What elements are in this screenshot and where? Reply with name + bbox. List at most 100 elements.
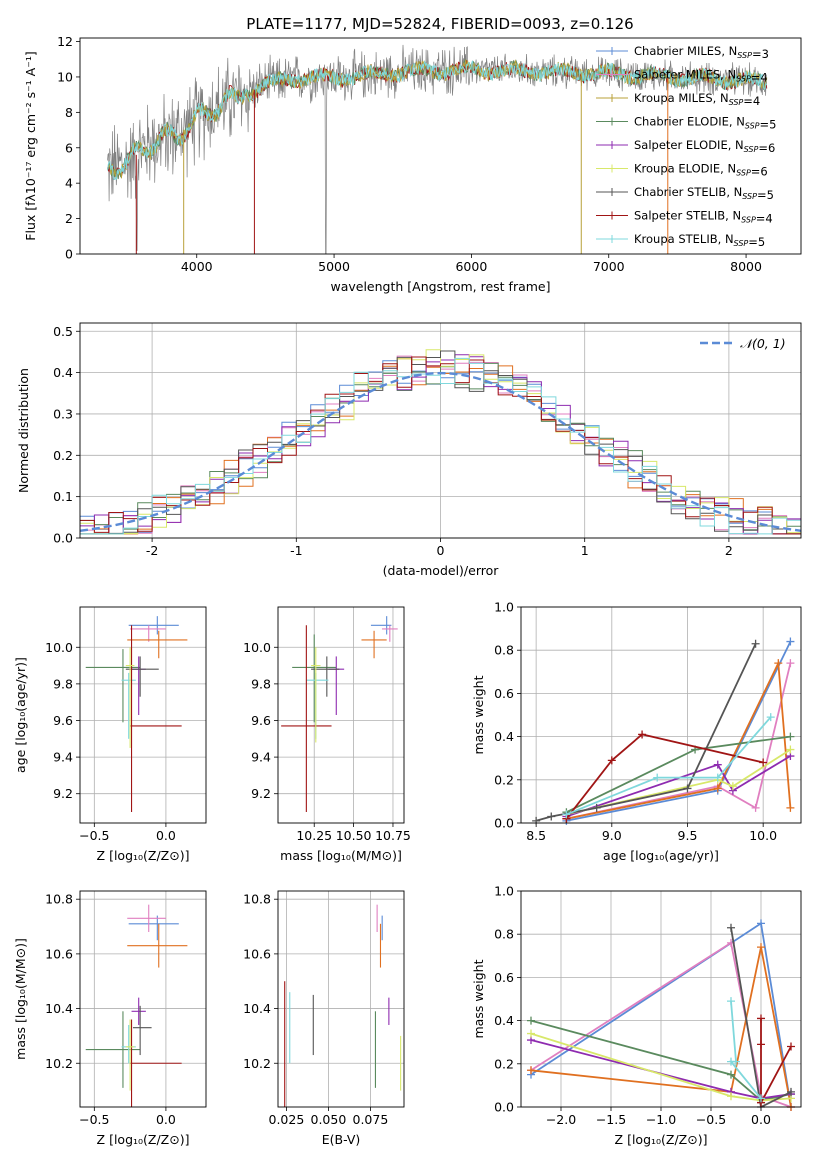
mass_vs_Z-frame	[79, 890, 207, 1108]
errorbar-point	[125, 647, 135, 748]
x-tick-label: 10.25	[296, 828, 332, 843]
legend-label: Salpeter MILES, NSSP=4	[634, 68, 768, 85]
series-line	[566, 748, 791, 816]
x-axis-label: mass [log₁₀(M/M⊙)]	[280, 848, 402, 863]
series-marker	[786, 803, 795, 812]
errorbar-point	[130, 625, 166, 642]
series-marker	[757, 943, 765, 952]
y-tick-label: 0.0	[53, 531, 73, 546]
errorbar-point	[311, 647, 321, 743]
series-line	[565, 733, 764, 820]
x-tick-label: 10.50	[336, 828, 372, 843]
x-tick-label: −2.0	[546, 1112, 576, 1127]
x-tick-label: −0.5	[79, 1112, 109, 1127]
y-axis-label: mass [log₁₀(M/M⊙)]	[13, 938, 28, 1060]
series-marker	[547, 812, 556, 821]
spectrum-frame	[79, 37, 802, 255]
errorbar-point	[128, 616, 179, 635]
series-marker	[786, 637, 795, 646]
legend-label: Salpeter ELODIE, NSSP=6	[634, 138, 775, 155]
y-tick-label: 0.4	[494, 729, 514, 744]
y-axis-label: Flux [fλ10⁻¹⁷ erg cm⁻² s⁻¹ A⁻¹]	[23, 51, 38, 240]
y-tick-label: 9.6	[53, 713, 73, 728]
spectrum-legend: Chabrier MILES, NSSP=3 Salpeter MILES, NS…	[596, 44, 776, 249]
series-marker	[787, 1087, 795, 1096]
errorbar-point	[292, 634, 337, 723]
y-tick-label: 10.6	[45, 946, 73, 961]
y-tick-label: 9.8	[251, 676, 271, 691]
x-tick-label: -1	[290, 543, 302, 558]
series-marker	[607, 756, 616, 765]
y-tick-label: 10.8	[45, 892, 73, 907]
y-tick-label: 0.2	[494, 772, 514, 787]
y-tick-label: 10.2	[45, 1056, 73, 1071]
errorbar-point	[127, 923, 188, 968]
series-marker	[727, 1057, 735, 1066]
legend-label: Chabrier ELODIE, NSSP=5	[634, 115, 776, 132]
x-tick-label: 5000	[318, 259, 350, 274]
y-tick-label: 9.2	[251, 786, 271, 801]
errorbar-point	[132, 1005, 152, 1056]
y-tick-label: 10.8	[243, 892, 271, 907]
x-axis-label: E(B-V)	[322, 1132, 361, 1147]
age_vs_mass-axes: 10.25 10.50 10.75 9.2 9.4 9.6 9.8 10.0	[243, 607, 411, 843]
series-marker	[527, 1029, 535, 1038]
y-tick-label: 0.0	[494, 1100, 514, 1115]
errorbar-point	[130, 1019, 182, 1107]
x-tick-label: 4000	[181, 259, 213, 274]
series-marker	[713, 773, 722, 782]
series-line	[530, 1019, 792, 1102]
spectrum-model-line	[107, 59, 768, 180]
mass_vs_EBV-frame	[277, 890, 405, 1108]
x-tick-label: -2	[146, 543, 158, 558]
residuals-frame	[79, 322, 802, 539]
x-tick-label: 0.0	[156, 828, 176, 843]
errorbar-point	[121, 672, 136, 739]
y-tick-label: 0.2	[53, 448, 73, 463]
y-tick-label: 0.4	[494, 1013, 514, 1028]
x-tick-label: 10.75	[375, 828, 411, 843]
errorbar-point	[131, 997, 146, 1025]
x-axis-label: Z [log₁₀(Z/Z⊙)]	[615, 1132, 708, 1147]
series-marker	[727, 1070, 735, 1079]
y-tick-label: 12	[57, 34, 73, 49]
x-axis-label: age [log₁₀(age/yr)]	[603, 848, 719, 863]
x-axis-label: Z [log₁₀(Z/Z⊙)]	[97, 1132, 190, 1147]
figure-title: PLATE=1177, MJD=52824, FIBERID=0093, z=0…	[246, 15, 633, 33]
series-marker	[766, 713, 775, 722]
y-tick-label: 10.4	[243, 1001, 271, 1016]
errorbar-point	[281, 625, 332, 813]
series-marker	[786, 659, 795, 668]
series-marker	[728, 782, 737, 791]
errorbar-point	[125, 656, 159, 697]
x-tick-label: 0.075	[353, 1112, 389, 1127]
age_vs_Z-frame	[79, 606, 207, 824]
series-marker	[757, 919, 765, 928]
errorbar-point	[306, 672, 329, 739]
errorbar-point	[127, 904, 166, 933]
x-axis-label: Z [log₁₀(Z/Z⊙)]	[97, 848, 190, 863]
errorbar-point	[128, 915, 179, 941]
y-tick-label: 4	[65, 176, 73, 191]
y-tick-label: 0.1	[53, 489, 73, 504]
errorbar-point	[370, 616, 392, 635]
series-marker	[787, 1042, 795, 1051]
y-tick-label: 0.4	[53, 365, 73, 380]
errorbar-point	[130, 625, 182, 813]
legend-label: Kroupa STELIB, NSSP=5	[634, 232, 765, 249]
y-axis-label: mass weight	[471, 675, 486, 754]
age_vs_Z-axes: −0.5 0.0 9.2 9.4 9.6 9.8 10.0	[45, 607, 206, 843]
x-tick-label: 0.0	[751, 1112, 771, 1127]
y-axis-label: Normed distribution	[16, 368, 31, 493]
x-tick-label: −1.0	[646, 1112, 676, 1127]
y-tick-label: 9.8	[53, 676, 73, 691]
series-marker	[527, 1066, 535, 1075]
histogram-step-line	[80, 356, 801, 535]
legend-label: Chabrier STELIB, NSSP=5	[634, 185, 774, 202]
normal-reference-curve	[79, 371, 802, 532]
y-tick-label: 10.6	[243, 946, 271, 961]
y-tick-label: 9.4	[53, 750, 73, 765]
mass_vs_EBV-axes: 0.025 0.050 0.075 10.2 10.4 10.6 10.8	[243, 891, 404, 1127]
series-marker	[786, 732, 795, 741]
y-tick-label: 0.6	[494, 970, 514, 985]
